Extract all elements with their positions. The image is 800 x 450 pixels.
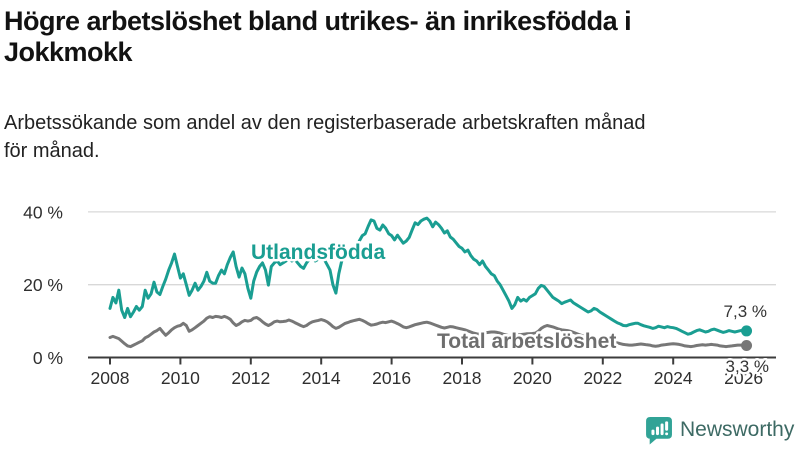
- x-tick-label: 2018: [443, 368, 482, 388]
- x-tick-label: 2008: [91, 368, 130, 388]
- series-label-utlandsfodda: Utlandsfödda: [251, 241, 385, 264]
- newsworthy-logo: Newsworthy: [644, 414, 794, 446]
- subtitle-line-2: för månad.: [4, 140, 100, 162]
- x-tick-label: 2012: [231, 368, 270, 388]
- y-tick-label: 40 %: [23, 202, 63, 222]
- title-line-1: Högre arbetslöshet bland utrikes- än inr…: [4, 6, 632, 36]
- x-tick-label: 2022: [583, 368, 622, 388]
- subtitle-line-1: Arbetssökande som andel av den registerb…: [4, 112, 646, 134]
- title-line-2: Jokkmokk: [4, 37, 133, 67]
- x-tick-label: 2010: [161, 368, 200, 388]
- x-tick-label: 2026: [724, 368, 763, 388]
- x-tick-label: 2014: [302, 368, 341, 388]
- x-tick-label: 2016: [372, 368, 411, 388]
- chart-subtitle: Arbetssökande som andel av den registerb…: [4, 109, 646, 165]
- newsworthy-wordmark: Newsworthy: [680, 418, 795, 441]
- series-line-total: [108, 314, 748, 349]
- series-line-utlandsfodda: [108, 216, 748, 336]
- x-tick-label: 2024: [654, 368, 693, 388]
- y-tick-label: 20 %: [23, 275, 63, 295]
- page-title: Högre arbetslöshet bland utrikes- än inr…: [4, 6, 632, 68]
- end-value-label-utlandsfodda: 7,3 %: [724, 302, 767, 321]
- end-value-label-total: 3,3 %: [726, 357, 769, 376]
- y-tick-label: 0 %: [33, 348, 63, 368]
- x-tick-label: 2020: [513, 368, 552, 388]
- series-end-dot-total: [741, 339, 753, 351]
- newsworthy-speech-bubble-bar-chart-icon: [646, 416, 672, 444]
- series-label-total: Total arbetslöshet: [437, 330, 616, 353]
- series-end-dot-utlandsfodda: [741, 325, 753, 337]
